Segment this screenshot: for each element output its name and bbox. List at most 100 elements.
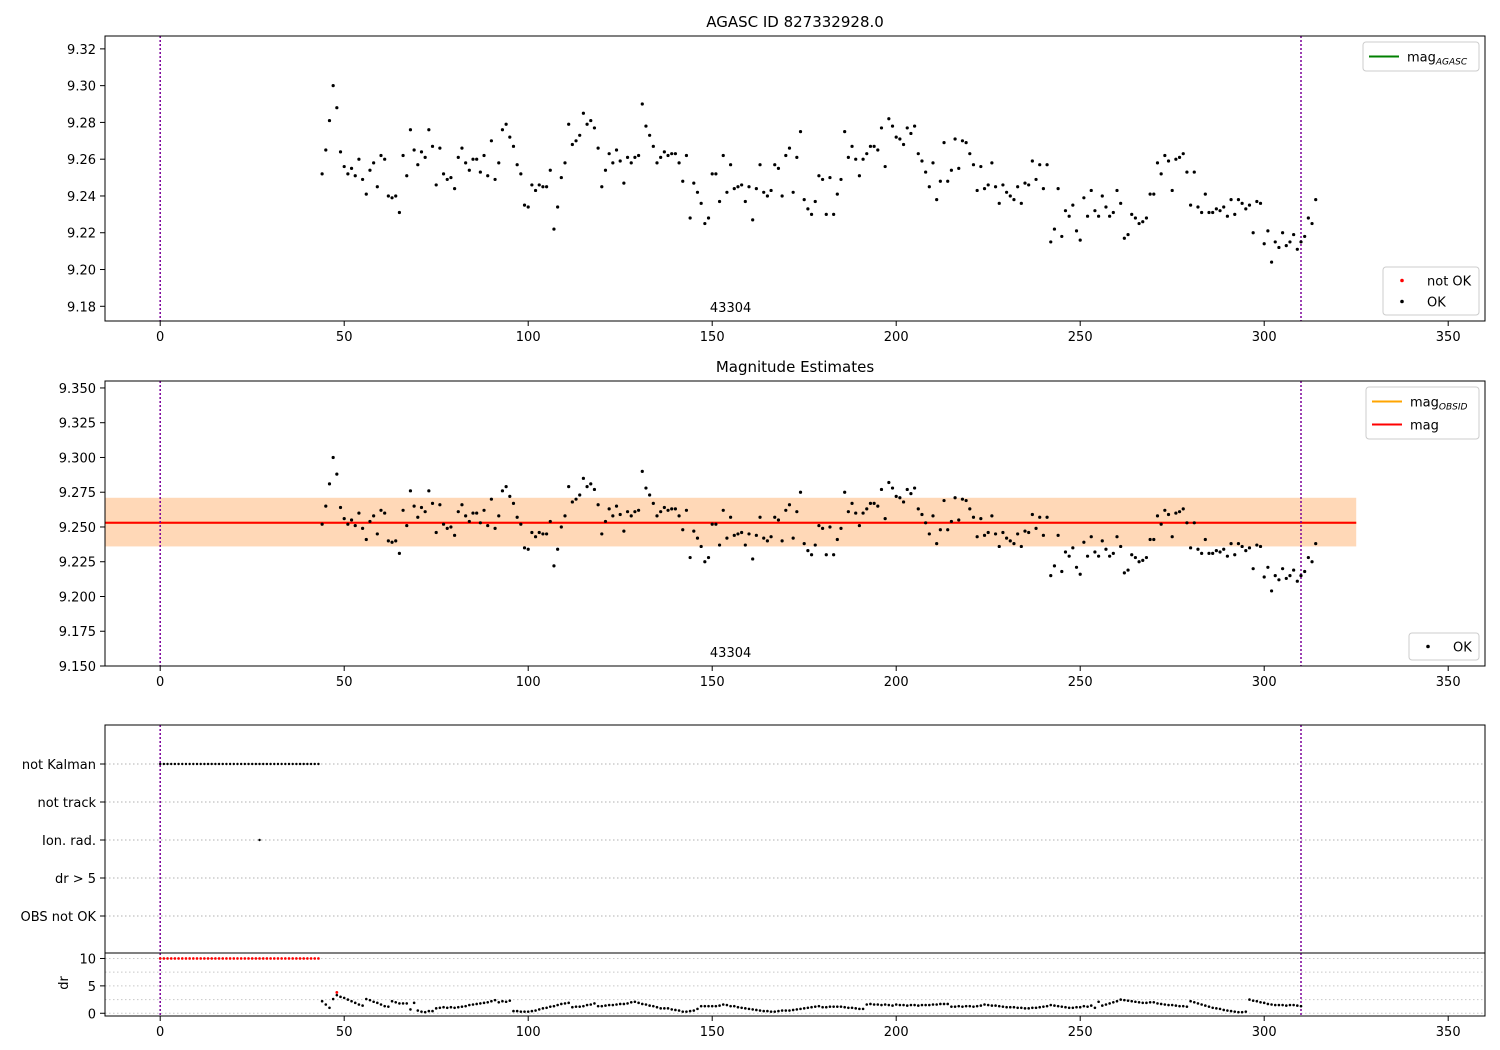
data-point <box>1203 537 1207 542</box>
dr-point <box>434 1007 438 1010</box>
not-kalman-point <box>159 762 162 766</box>
dr-point <box>744 1007 747 1010</box>
dr-point <box>894 1003 898 1006</box>
data-point <box>677 161 681 165</box>
not-kalman-point <box>210 762 213 766</box>
dr-point <box>869 1002 872 1006</box>
dr-point <box>655 1005 659 1009</box>
dr-point <box>758 1009 762 1012</box>
data-point <box>1277 245 1281 250</box>
data-point <box>368 519 372 524</box>
data-point <box>1012 542 1016 546</box>
data-point <box>791 536 795 540</box>
dr-point <box>916 1004 920 1007</box>
data-point <box>1045 163 1049 167</box>
legend-label: not OK <box>1427 275 1472 290</box>
dr-point <box>795 1008 799 1011</box>
data-point <box>338 505 343 510</box>
dr-point <box>1123 998 1126 1002</box>
data-point <box>1049 240 1053 244</box>
dr-point <box>659 1007 662 1010</box>
dr-point <box>942 1002 946 1006</box>
dr-point <box>681 1010 685 1013</box>
data-point <box>703 221 707 226</box>
dr-point <box>872 1003 876 1006</box>
data-point <box>960 497 965 501</box>
dr-point <box>390 999 394 1003</box>
not-kalman-point <box>295 762 298 766</box>
chart-title: AGASC ID 827332928.0 <box>706 13 884 31</box>
y-tick-label: 0 <box>88 1007 96 1022</box>
data-point <box>456 155 460 159</box>
data-point <box>379 153 383 158</box>
data-point <box>890 486 895 490</box>
x-tick-label: 350 <box>1436 330 1461 345</box>
data-point <box>927 185 931 189</box>
data-point <box>508 135 512 139</box>
data-point <box>935 542 939 546</box>
dr-point <box>1181 1004 1185 1008</box>
data-point <box>1005 190 1009 194</box>
dr-point <box>346 998 350 1001</box>
data-point <box>839 526 843 530</box>
data-point <box>394 194 398 198</box>
dr-point <box>997 1004 1001 1008</box>
dr-point <box>994 1004 997 1007</box>
not-kalman-point <box>221 762 224 766</box>
dr-point <box>1042 1005 1045 1008</box>
data-point <box>441 172 446 176</box>
data-point <box>861 157 865 161</box>
data-point <box>751 557 755 561</box>
data-point <box>1056 533 1060 537</box>
dr-point <box>725 1003 729 1007</box>
dr-clipped-point <box>287 957 291 960</box>
dr-point <box>615 1003 618 1006</box>
data-point <box>600 532 604 536</box>
data-point <box>1008 539 1012 543</box>
dr-clipped-point <box>177 957 180 960</box>
data-point <box>346 172 350 176</box>
dr-point <box>1288 1003 1292 1007</box>
data-point <box>1082 196 1086 200</box>
dr-clipped-point <box>232 957 236 960</box>
dr-point <box>1292 1003 1295 1007</box>
y-tick-label: 9.225 <box>59 556 96 571</box>
flag-category-label: not Kalman <box>22 758 96 773</box>
dr-point <box>740 1006 743 1010</box>
data-point <box>1295 247 1299 251</box>
dr-point <box>1060 1005 1064 1008</box>
dr-point <box>372 1000 375 1004</box>
dr-point <box>508 999 512 1002</box>
chart-panel-magnitude-estimates: Magnitude Estimates 0 50 100 150 200 250 300 35… <box>59 358 1486 690</box>
not-kalman-point <box>258 762 261 766</box>
dr-point <box>504 1000 508 1004</box>
dr-point <box>607 1003 611 1007</box>
data-point <box>1200 210 1204 215</box>
data-point <box>633 155 637 159</box>
x-tick-label: 200 <box>884 1025 909 1040</box>
dr-point <box>975 1004 979 1008</box>
dr-clipped-point <box>306 957 309 960</box>
dr-point <box>1130 999 1134 1003</box>
dr-point <box>1255 999 1259 1003</box>
data-point <box>519 522 523 526</box>
dr-point <box>935 1003 938 1006</box>
data-point <box>1163 153 1167 158</box>
data-point <box>522 546 527 550</box>
data-point <box>1027 183 1031 187</box>
dr-point <box>729 1004 732 1008</box>
dr-point <box>537 1008 541 1011</box>
data-point <box>1104 547 1108 551</box>
data-point <box>556 547 560 551</box>
not-kalman-point <box>309 762 313 766</box>
not-kalman-point <box>262 762 265 766</box>
dr-point <box>920 1003 924 1007</box>
data-point <box>773 515 777 519</box>
data-point <box>872 144 876 148</box>
not-kalman-point <box>173 762 177 766</box>
data-point <box>445 526 449 530</box>
data-point <box>1111 210 1115 215</box>
data-point <box>1034 177 1038 182</box>
data-point <box>430 144 435 148</box>
data-point <box>1104 205 1108 209</box>
